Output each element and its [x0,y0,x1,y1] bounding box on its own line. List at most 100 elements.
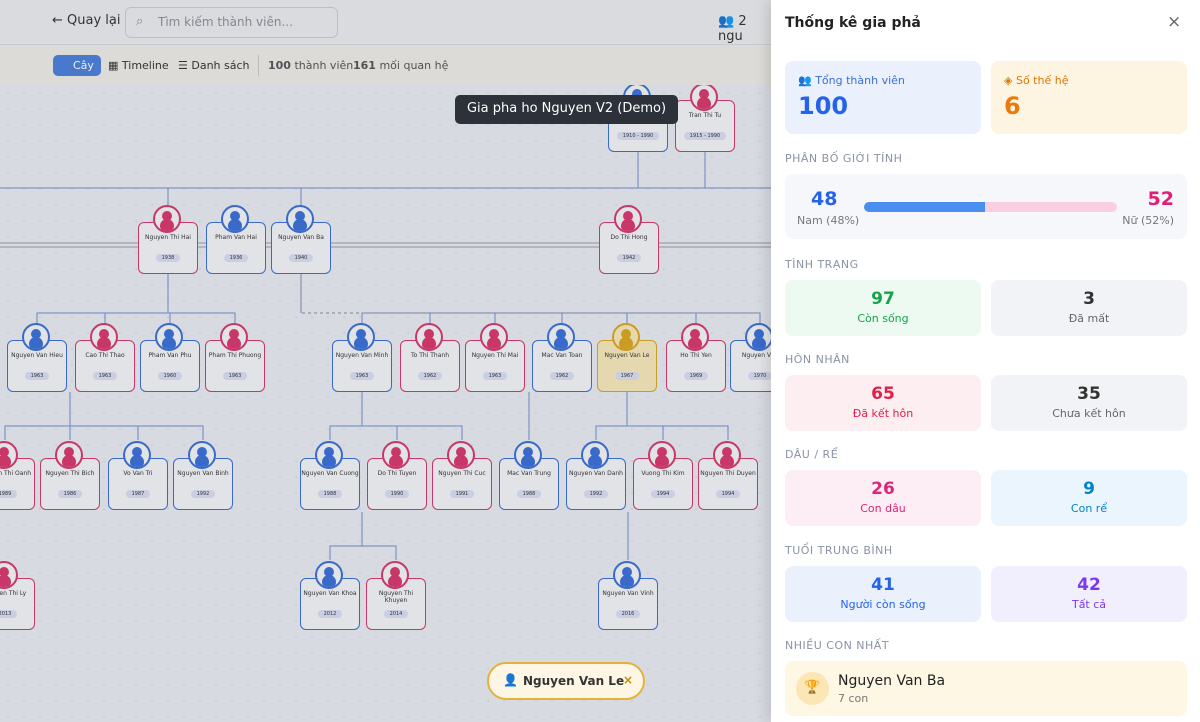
section-heading: TÌNH TRẠNG [785,258,859,271]
stat-card: 26 Con dâu [785,470,981,526]
avatar [381,561,409,589]
person-node[interactable]: Mac Van Toan 1962 [532,323,592,392]
person-name: Nguyen Van Cuong [301,470,359,477]
back-label: Quay lại [67,13,121,28]
card-value: 100 [798,92,849,120]
person-years: 1936 [223,254,249,262]
person-node[interactable]: Mac Van Trung 1988 [499,441,559,510]
person-node[interactable]: Nguyen Van Cuong 1988 [300,441,360,510]
tab-tree[interactable]: Cây [53,55,101,76]
card-label: Con dâu [860,502,906,515]
avatar [745,323,771,351]
person-years: 1938 [155,254,181,262]
person-node[interactable]: Nguyen Van Danh 1992 [566,441,626,510]
person-node[interactable]: To Thi Thanh 1962 [400,323,460,392]
avatar [221,205,249,233]
people-button[interactable]: 👥 2 ngu [718,14,747,44]
chip-close[interactable]: × [623,673,634,687]
close-button[interactable]: × [1167,12,1182,32]
person-name: Nguyen Van Le [604,352,650,359]
person-years: 1962 [549,372,575,380]
person-node[interactable]: Cao Thi Thao 1963 [75,323,135,392]
avatar [514,441,542,469]
search-box[interactable]: Tìm kiếm thành viên... ⌕ [125,7,338,38]
person-node[interactable]: Nguyen Thi Duyen 1994 [698,441,758,510]
section-heading: HÔN NHÂN [785,353,850,366]
person-node[interactable]: Nguyen Thi Khuyen 2014 [366,561,426,630]
person-node[interactable]: Nguyen Thi Bich 1986 [40,441,100,510]
person-node[interactable]: Pham Van Phu 1960 [140,323,200,392]
tab-label: Timeline [121,59,169,72]
male-label: Nam (48%) [797,214,860,227]
chip-label: Nguyen Van Le [523,674,625,688]
person-name: Pham Van Hai [215,234,257,241]
avatar [155,323,183,351]
person-node[interactable]: Nguyen Van Minh 1963 [332,323,392,392]
person-node[interactable]: Nguyen Van Vinh 2016 [598,561,658,630]
card-value: 65 [871,384,895,404]
card-label: Đã kết hôn [852,407,914,420]
person-years: 1991 [449,490,475,498]
card-value: 26 [871,479,895,499]
person-name: To Thi Thanh [410,352,449,359]
person-node[interactable]: Nguyen Van Khoa 2012 [300,561,360,630]
person-years: 1942 [616,254,642,262]
person-node[interactable]: Nguyen Van Le 1967 [597,323,657,392]
tree-canvas[interactable]: Gia pha ho Nguyen V2 (Demo) 👤 Nguyen Van … [0,85,771,722]
stat-card: 97 Còn sống [785,280,981,336]
person-years: 1988 [516,490,542,498]
person-years: 1992 [583,490,609,498]
avatar [382,441,410,469]
person-node[interactable]: Tran Thi Tu 1915 - 1990 [675,85,735,152]
person-years: 1963 [24,372,50,380]
person-node[interactable]: Pham Thi Phuong 1963 [205,323,265,392]
avatar [447,441,475,469]
person-node[interactable]: Nguyen Van Ba 1940 [271,205,331,274]
generation-card: ◈ Số thế hệ 6 [991,61,1187,134]
person-node[interactable]: Nguyen Thi Ly 2013 [0,561,35,630]
avatar [188,441,216,469]
person-node[interactable]: Do Thi Tuyen 1990 [367,441,427,510]
person-years: 2016 [615,610,641,618]
most-children-card: 🏆 Nguyen Van Ba 7 con [785,661,1187,716]
card-label: Tất cả [1071,598,1107,611]
person-node[interactable]: Do Thi Hong 1942 [599,205,659,274]
tab-list[interactable]: ☰ Danh sách [178,59,250,72]
person-years: 2013 [0,610,18,618]
person-name: Nguyen Van Hieu [11,352,63,359]
person-name: Vo Van Tri [123,470,153,477]
person-node[interactable]: Nguyen Van Binh 1992 [173,441,233,510]
avatar [713,441,741,469]
top-parent-name: Nguyen Van Ba [838,673,946,689]
person-years: 1967 [614,372,640,380]
person-node[interactable]: Vuong Thi Kim 1994 [633,441,693,510]
avatar [123,441,151,469]
tab-timeline[interactable]: ▦ Timeline [108,59,169,72]
avatar [220,323,248,351]
person-node[interactable]: Ho Thi Yen 1969 [666,323,726,392]
person-name: Do Thi Hong [610,234,648,241]
person-years: 1994 [715,490,741,498]
male-bar [864,202,986,212]
person-node[interactable]: Nguyen Thi Hai 1938 [138,205,198,274]
person-node[interactable]: Nguyen Thi Oanh 1989 [0,441,35,510]
person-node[interactable]: Nguyen Van Hieu 1963 [7,323,67,392]
person-node[interactable]: Nguyen Thi Cuc 1991 [432,441,492,510]
person-node[interactable]: Nguyen Van 1970 [730,323,771,392]
person-node[interactable]: Nguyen Thi Mai 1963 [465,323,525,392]
stat-value: 161 [353,59,376,72]
person-name: Nguyen Van Ba [278,234,324,241]
total-card: 👥 Tổng thành viên 100 [785,61,981,134]
person-node[interactable]: Pham Van Hai 1936 [206,205,266,274]
person-name: Nguyen Van Vinh [602,590,654,597]
person-years: 1987 [125,490,151,498]
card-label: Tổng thành viên [815,74,905,87]
person-years: 1915 - 1990 [683,132,727,140]
selected-chip[interactable]: 👤 Nguyen Van Le × [487,662,645,700]
avatar [480,323,508,351]
person-years: 1963 [349,372,375,380]
card-value: 42 [1077,575,1101,595]
person-name: Tran Thi Tu [688,112,722,119]
person-node[interactable]: Vo Van Tri 1987 [108,441,168,510]
back-button[interactable]: ← Quay lại [52,13,121,28]
